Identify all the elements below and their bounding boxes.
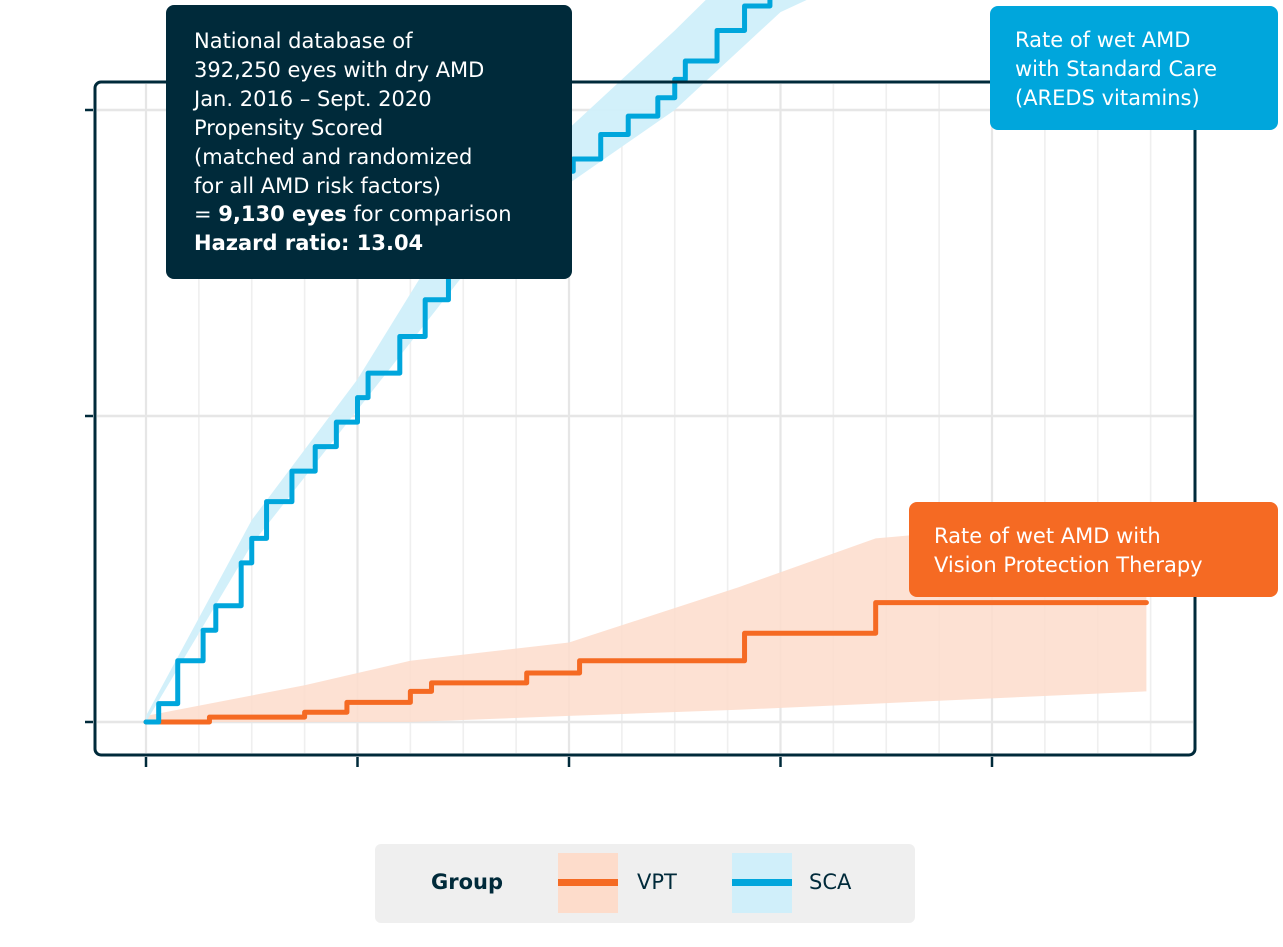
legend: Group VPT SCA [375, 844, 915, 923]
hazard-ratio-text: Hazard ratio: 13.04 [194, 231, 424, 256]
confidence-bands [146, 0, 1147, 722]
vpt-callout-line: Rate of wet AMD with [934, 524, 1161, 548]
study-info-callout: National database of 392,250 eyes with d… [166, 5, 572, 279]
study-info-line: (matched and randomized [194, 144, 473, 169]
legend-line-vpt [558, 879, 618, 886]
sca-callout-line: with Standard Care [1015, 56, 1218, 81]
legend-line-sca [732, 879, 792, 886]
hazard-ratio: Hazard ratio: 13.04 [194, 229, 572, 258]
eyes-suffix: for comparison [346, 202, 512, 227]
plot-frame [93, 80, 1197, 757]
study-info-line: Propensity Scored [194, 115, 384, 140]
vpt-confidence-band [146, 513, 1147, 722]
study-info-line: National database of [194, 29, 413, 53]
legend-title: Group [431, 870, 504, 894]
eyes-prefix: = [194, 202, 219, 227]
legend-key-sca [732, 853, 792, 913]
eyes-count: 9,130 eyes [218, 202, 347, 227]
study-info-line: for all AMD risk factors) [194, 173, 441, 198]
legend-key-vpt [558, 853, 618, 913]
sca-callout-line: (AREDS vitamins) [1015, 85, 1200, 110]
legend-label-sca: SCA [809, 870, 852, 894]
vpt-callout-line: Vision Protection Therapy [934, 552, 1203, 577]
sca-callout: Rate of wet AMD with Standard Care (ARED… [990, 6, 1278, 130]
vpt-callout: Rate of wet AMD with Vision Protection T… [909, 502, 1278, 597]
series-lines [143, 0, 1149, 725]
sca-callout-line: Rate of wet AMD [1015, 28, 1191, 52]
study-info-line: = 9,130 eyes for comparison [194, 200, 572, 229]
study-info-line: Jan. 2016 – Sept. 2020 [194, 86, 432, 111]
vpt-series-line [143, 600, 1149, 725]
legend-label-vpt: VPT [637, 870, 677, 894]
study-info-line: 392,250 eyes with dry AMD [194, 57, 485, 82]
sca-series-line [143, 0, 773, 725]
axis-ticks [85, 108, 994, 767]
